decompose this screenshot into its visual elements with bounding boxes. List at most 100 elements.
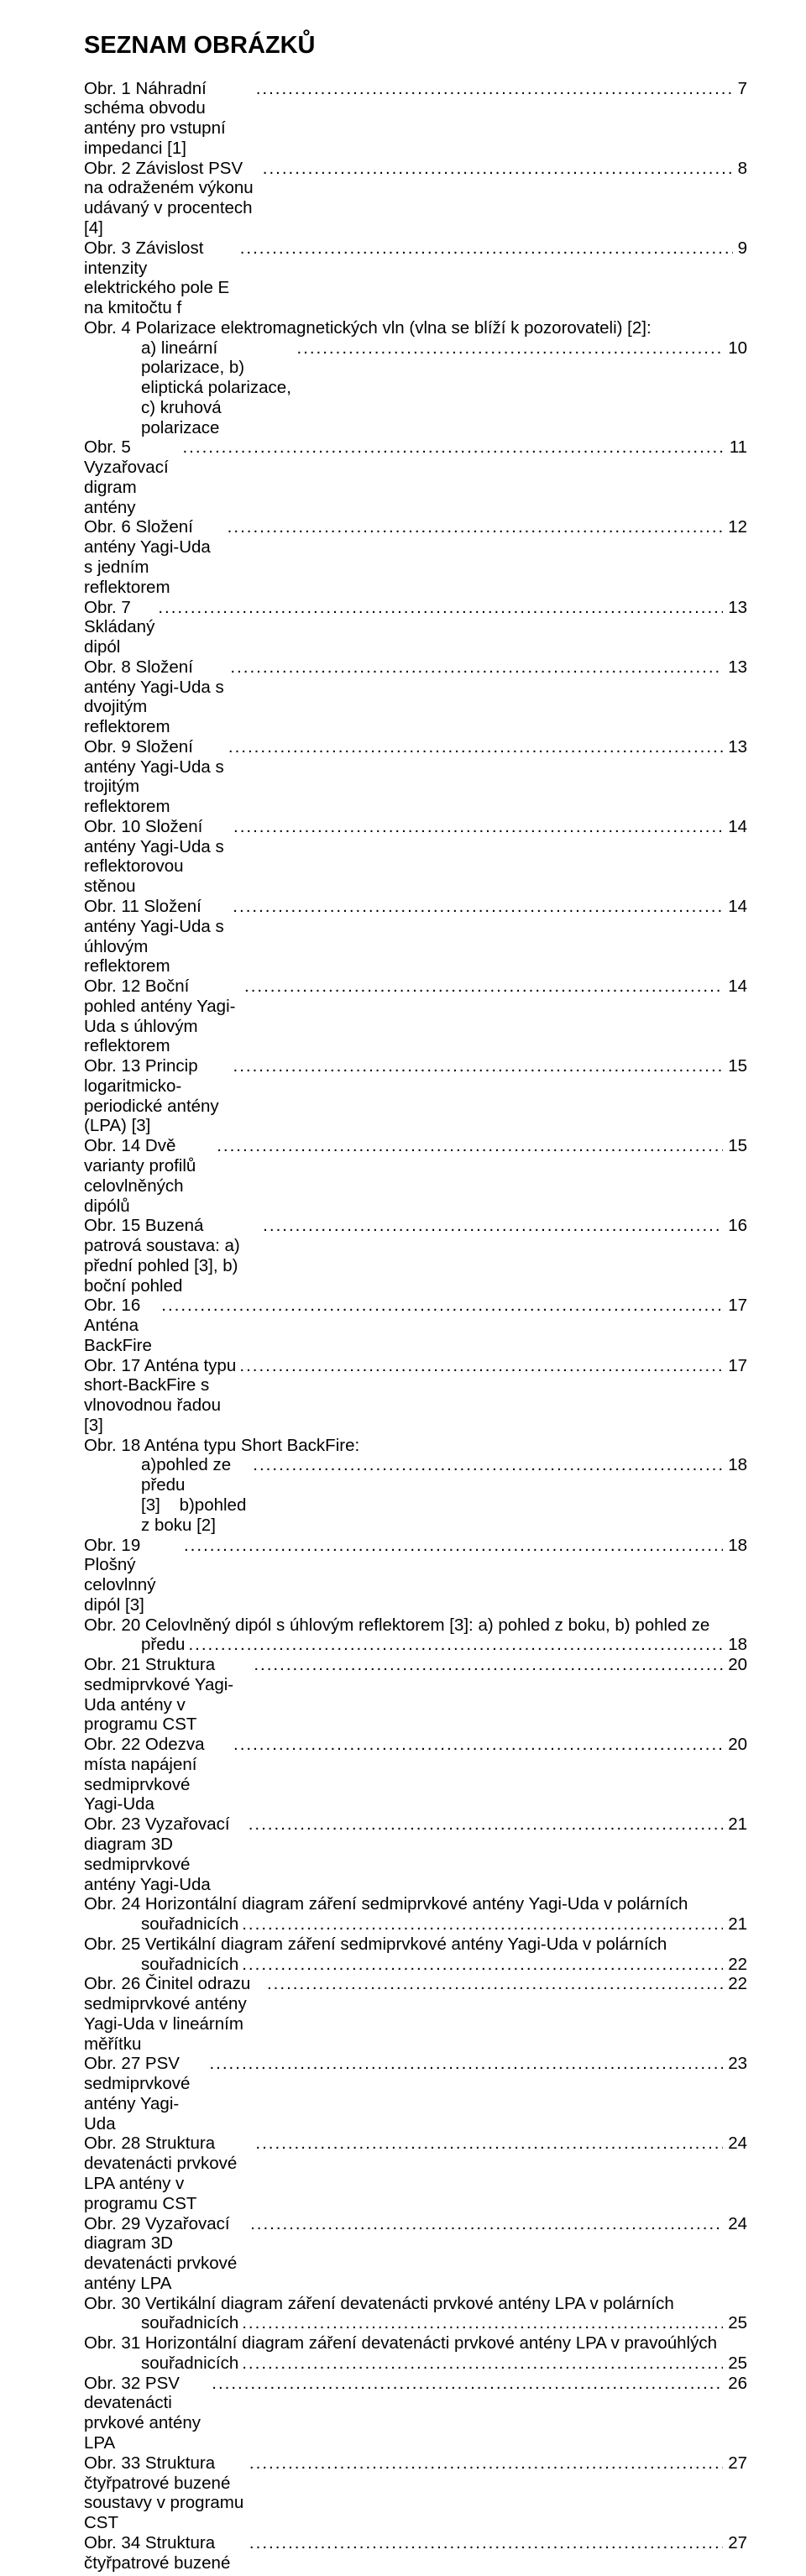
document-page: SEZNAM OBRÁZKŮ Obr. 1 Náhradní schéma ob… [0, 0, 806, 2576]
dot-leader [229, 897, 723, 917]
lof-row: Obr. 14 Dvě varianty profilů celovlněnýc… [84, 1136, 747, 1216]
dot-leader [252, 2134, 723, 2154]
lof-text: Obr. 33 Struktura čtyřpatrové buzené sou… [84, 2453, 246, 2533]
lof-text: Obr. 1 Náhradní schéma obvodu antény pro… [84, 79, 253, 159]
dot-leader [237, 238, 733, 259]
lof-page: 14 [723, 817, 747, 837]
lof-text: Obr. 14 Dvě varianty profilů celovlněnýc… [84, 1136, 213, 1216]
lof-page: 20 [723, 1655, 747, 1675]
lof-text: Obr. 19 Plošný celovlnný dipól [3] [84, 1536, 181, 1615]
lof-page: 13 [723, 598, 747, 618]
dot-leader [250, 1655, 723, 1675]
lof-text: Obr. 3 Závislost intenzity elektrického … [84, 238, 237, 318]
lof-page: 15 [723, 1136, 747, 1156]
lof-text: Obr. 34 Struktura čtyřpatrové buzené sou… [84, 2533, 246, 2576]
lof-row: Obr. 27 PSV sedmiprvkové antény Yagi-Uda… [84, 2054, 747, 2134]
dot-leader [264, 1974, 723, 1994]
lof-text: Obr. 21 Struktura sedmiprvkové Yagi-Uda … [84, 1655, 250, 1735]
lof-row: Obr. 28 Struktura devatenácti prvkové LP… [84, 2134, 747, 2213]
lof-text: souřadnicích [141, 1914, 238, 1935]
lof-row: Obr. 12 Boční pohled antény Yagi-Uda s ú… [84, 976, 747, 1056]
lof-row: Obr. 33 Struktura čtyřpatrové buzené sou… [84, 2453, 747, 2533]
dot-leader [179, 437, 724, 458]
lof-page: 22 [723, 1955, 747, 1975]
lof-row: Obr. 29 Vyzařovací diagram 3D devatenáct… [84, 2214, 747, 2294]
lof-row: Obr. 18 Anténa typu Short BackFire: [84, 1436, 747, 1456]
lof-text: Obr. 25 Vertikální diagram záření sedmip… [84, 1935, 667, 1955]
lof-row: Obr. 16 Anténa BackFire 17 [84, 1296, 747, 1355]
lof-text: Obr. 17 Anténa typu short-BackFire s vln… [84, 1356, 236, 1436]
lof-page: 13 [723, 737, 747, 757]
list-of-figures: Obr. 1 Náhradní schéma obvodu antény pro… [84, 79, 747, 2576]
dot-leader [253, 79, 733, 99]
lof-text: Obr. 10 Složení antény Yagi-Uda s reflek… [84, 817, 230, 897]
dot-leader [259, 159, 733, 179]
lof-row: a) lineární polarizace, b) eliptická pol… [84, 338, 747, 438]
lof-page: 16 [723, 1216, 747, 1236]
lof-text: Obr. 6 Složení antény Yagi-Uda s jedním … [84, 517, 224, 597]
lof-text: Obr. 27 PSV sedmiprvkové antény Yagi-Uda [84, 2054, 206, 2134]
dot-leader [230, 1735, 723, 1755]
lof-text: Obr. 15 Buzená patrová soustava: a) před… [84, 1216, 259, 1296]
dot-leader [230, 1056, 724, 1076]
dot-leader [249, 1455, 723, 1475]
lof-text: Obr. 9 Složení antény Yagi-Uda s trojitý… [84, 737, 225, 817]
lof-page: 7 [733, 79, 747, 99]
lof-page: 23 [723, 2054, 747, 2074]
lof-row: Obr. 10 Složení antény Yagi-Uda s reflek… [84, 817, 747, 897]
lof-text: Obr. 2 Závislost PSV na odraženém výkonu… [84, 159, 259, 238]
dot-leader [245, 1814, 724, 1835]
lof-page: 21 [723, 1814, 747, 1835]
lof-text: Obr. 23 Vyzařovací diagram 3D sedmiprvko… [84, 1814, 245, 1894]
lof-page: 17 [723, 1296, 747, 1316]
dot-leader [238, 1914, 723, 1935]
lof-page: 11 [725, 437, 747, 458]
dot-leader [158, 1296, 723, 1316]
lof-page: 15 [723, 1056, 747, 1076]
lof-text: a) lineární polarizace, b) eliptická pol… [141, 338, 293, 438]
lof-text: a)pohled ze předu [3] b)pohled z boku [2… [141, 1455, 249, 1535]
lof-row: souřadnicích 21 [84, 1914, 747, 1935]
lof-row: Obr. 15 Buzená patrová soustava: a) před… [84, 1216, 747, 1296]
lof-text: Obr. 8 Složení antény Yagi-Uda s dvojitý… [84, 657, 227, 737]
lof-page: 9 [733, 238, 747, 259]
lof-text: Obr. 18 Anténa typu Short BackFire: [84, 1436, 359, 1456]
lof-page: 10 [723, 338, 747, 359]
lof-text: Obr. 28 Struktura devatenácti prvkové LP… [84, 2134, 252, 2213]
dot-leader [185, 1635, 723, 1655]
lof-page: 8 [733, 159, 747, 179]
dot-leader [247, 2214, 723, 2234]
lof-row: Obr. 24 Horizontální diagram záření sedm… [84, 1894, 747, 1914]
lof-text: souřadnicích [141, 2353, 238, 2374]
lof-text: Obr. 31 Horizontální diagram záření deva… [84, 2333, 717, 2353]
lof-text: Obr. 13 Princip logaritmicko-periodické … [84, 1056, 230, 1136]
lof-text: předu [141, 1635, 185, 1655]
lof-page: 24 [723, 2134, 747, 2154]
dot-leader [227, 657, 723, 678]
dot-leader [213, 1136, 723, 1156]
lof-text: Obr. 26 Činitel odrazu sedmiprvkové anté… [84, 1974, 264, 2054]
lof-page: 13 [723, 657, 747, 678]
lof-row: Obr. 22 Odezva místa napájení sedmiprvko… [84, 1735, 747, 1814]
lof-text: Obr. 5 Vyzařovací digram antény [84, 437, 179, 517]
lof-row: Obr. 23 Vyzařovací diagram 3D sedmiprvko… [84, 1814, 747, 1894]
lof-text: Obr. 24 Horizontální diagram záření sedm… [84, 1894, 688, 1914]
lof-page: 24 [723, 2214, 747, 2234]
dot-leader [293, 338, 723, 359]
lof-page: 27 [723, 2453, 747, 2474]
lof-page: 25 [723, 2313, 747, 2333]
dot-leader [230, 817, 723, 837]
lof-page: 18 [723, 1635, 747, 1655]
dot-leader [259, 1216, 723, 1236]
lof-row: souřadnicích 25 [84, 2313, 747, 2333]
lof-row: Obr. 9 Složení antény Yagi-Uda s trojitý… [84, 737, 747, 817]
lof-text: Obr. 12 Boční pohled antény Yagi-Uda s ú… [84, 976, 241, 1056]
dot-leader [225, 737, 723, 757]
lof-row: Obr. 13 Princip logaritmicko-periodické … [84, 1056, 747, 1136]
dot-leader [154, 598, 723, 618]
dot-leader [224, 517, 724, 537]
lof-page: 14 [723, 976, 747, 997]
lof-text: Obr. 4 Polarizace elektromagnetických vl… [84, 318, 652, 338]
lof-text: souřadnicích [141, 2313, 238, 2333]
lof-row: Obr. 8 Složení antény Yagi-Uda s dvojitý… [84, 657, 747, 737]
